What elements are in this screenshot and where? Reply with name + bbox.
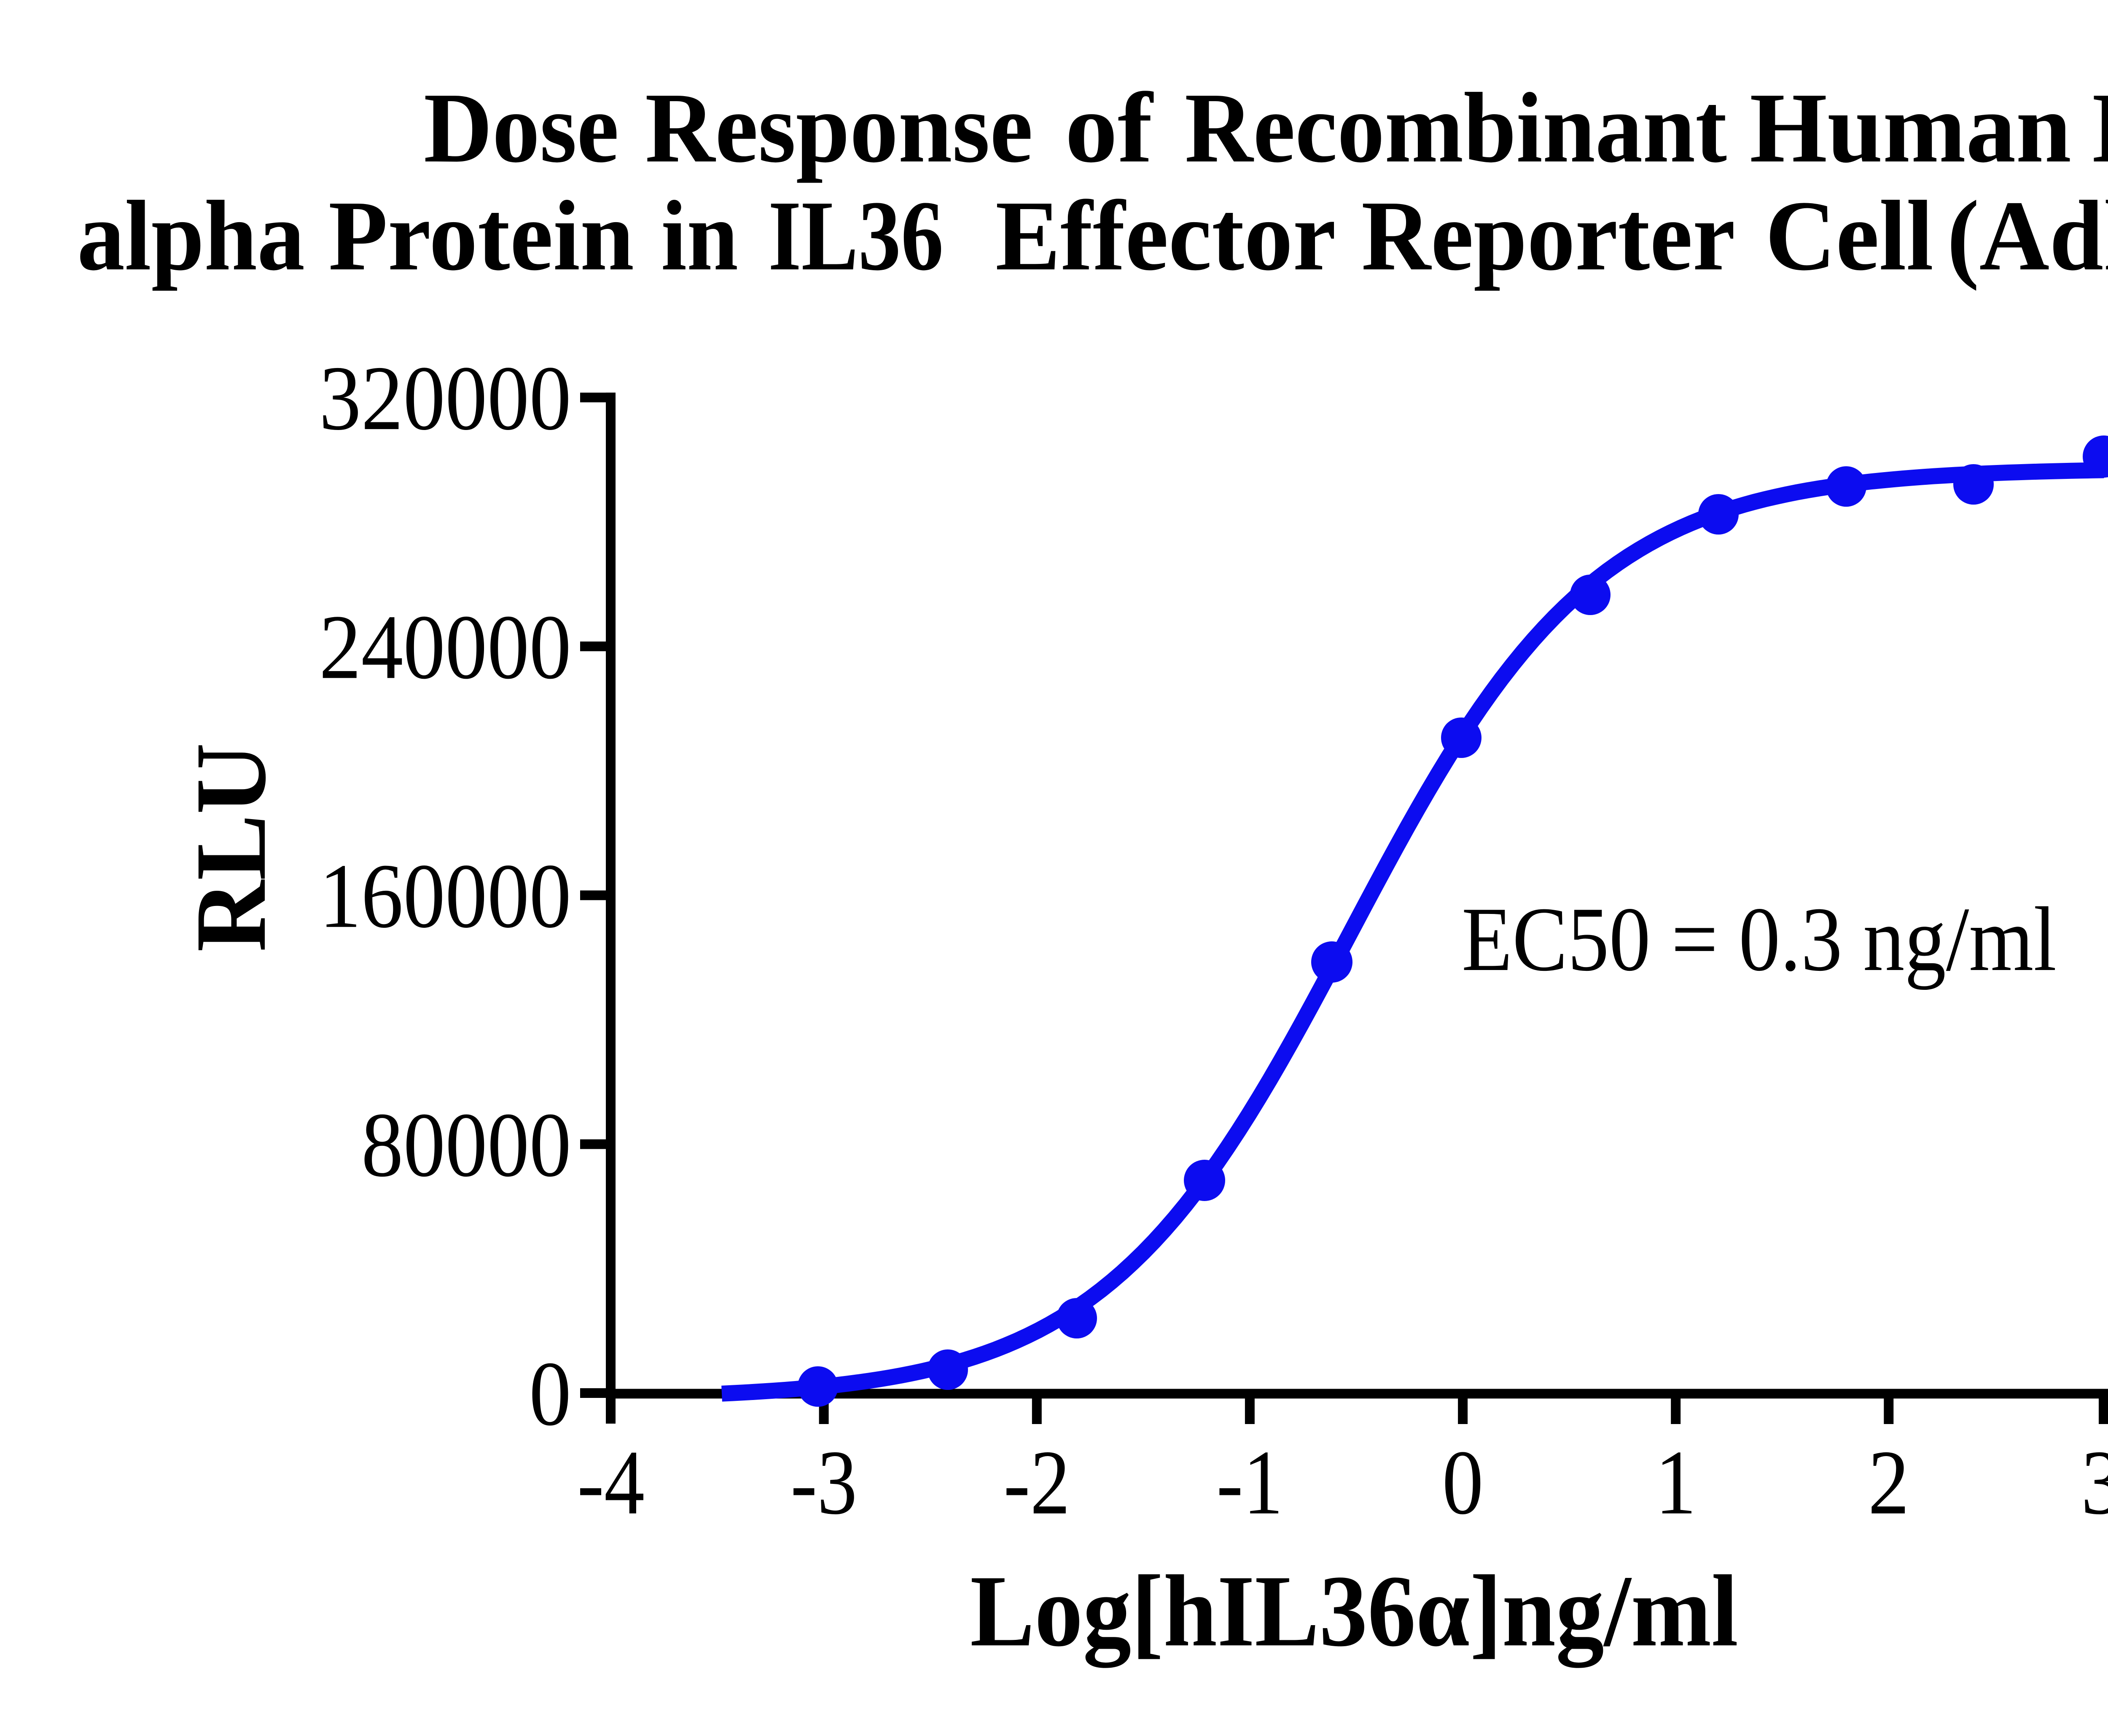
svg-text:of: of: [1065, 73, 1154, 183]
svg-text:1: 1: [1655, 1432, 1697, 1534]
svg-text:IL36: IL36: [768, 180, 944, 291]
svg-text:160000: 160000: [319, 845, 571, 947]
svg-text:in: in: [661, 180, 738, 291]
svg-text:Response: Response: [645, 73, 1033, 183]
svg-text:Dose: Dose: [424, 73, 619, 183]
svg-text:240000: 240000: [319, 596, 571, 698]
svg-text:Protein: Protein: [328, 180, 634, 291]
svg-text:3: 3: [2081, 1432, 2108, 1534]
svg-text:Recombinant: Recombinant: [1185, 73, 1727, 183]
svg-text:320000: 320000: [319, 347, 571, 449]
svg-text:EC50 = 0.3 ng/ml: EC50 = 0.3 ng/ml: [1462, 889, 2057, 990]
svg-text:RLU: RLU: [175, 743, 287, 952]
svg-text:IL36: IL36: [2091, 73, 2108, 183]
svg-text:80000: 80000: [361, 1094, 571, 1196]
svg-text:Human: Human: [1750, 73, 2071, 183]
svg-text:-3: -3: [790, 1432, 857, 1534]
svg-text:alpha: alpha: [77, 180, 305, 291]
svg-text:Log[hIL36α]ng/ml: Log[hIL36α]ng/ml: [970, 1554, 1738, 1668]
svg-text:Cell: Cell: [1765, 180, 1933, 291]
svg-text:-1: -1: [1216, 1432, 1283, 1534]
svg-text:2: 2: [1868, 1432, 1909, 1534]
svg-text:-4: -4: [577, 1432, 645, 1534]
svg-text:(Adherent,: (Adherent,: [1947, 180, 2108, 291]
svg-text:0: 0: [1442, 1432, 1484, 1534]
svg-text:Effector: Effector: [995, 180, 1336, 291]
svg-text:-2: -2: [1003, 1432, 1070, 1534]
svg-text:0: 0: [529, 1343, 571, 1445]
svg-text:Reporter: Reporter: [1361, 180, 1735, 291]
